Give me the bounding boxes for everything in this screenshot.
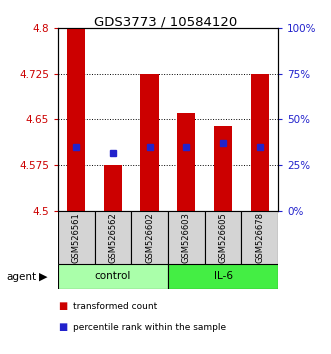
Bar (104, 165, 122, 211)
Bar (67, 28, 85, 211)
Text: GSM526602: GSM526602 (145, 212, 154, 263)
Text: transformed count: transformed count (73, 302, 157, 311)
Bar (131, 211, 168, 264)
Text: GSM526603: GSM526603 (182, 212, 191, 263)
Bar (214, 126, 232, 211)
Text: ■: ■ (58, 301, 67, 311)
Bar (251, 74, 269, 211)
Text: GSM526562: GSM526562 (109, 212, 118, 263)
Text: GDS3773 / 10584120: GDS3773 / 10584120 (94, 16, 237, 29)
Bar (168, 211, 205, 264)
Text: ■: ■ (58, 322, 67, 332)
Text: control: control (95, 271, 131, 281)
Text: agent: agent (7, 272, 37, 282)
Text: IL-6: IL-6 (213, 271, 232, 281)
Bar (205, 211, 241, 264)
Text: ▶: ▶ (39, 272, 47, 282)
Bar (168, 264, 278, 289)
Text: GSM526561: GSM526561 (72, 212, 81, 263)
Bar (58, 211, 95, 264)
Bar (140, 74, 159, 211)
Bar (177, 113, 196, 211)
Bar (95, 211, 131, 264)
Text: GSM526605: GSM526605 (218, 212, 227, 263)
Bar (241, 211, 278, 264)
Text: GSM526678: GSM526678 (255, 212, 264, 263)
Bar (58, 264, 168, 289)
Text: percentile rank within the sample: percentile rank within the sample (73, 323, 226, 332)
